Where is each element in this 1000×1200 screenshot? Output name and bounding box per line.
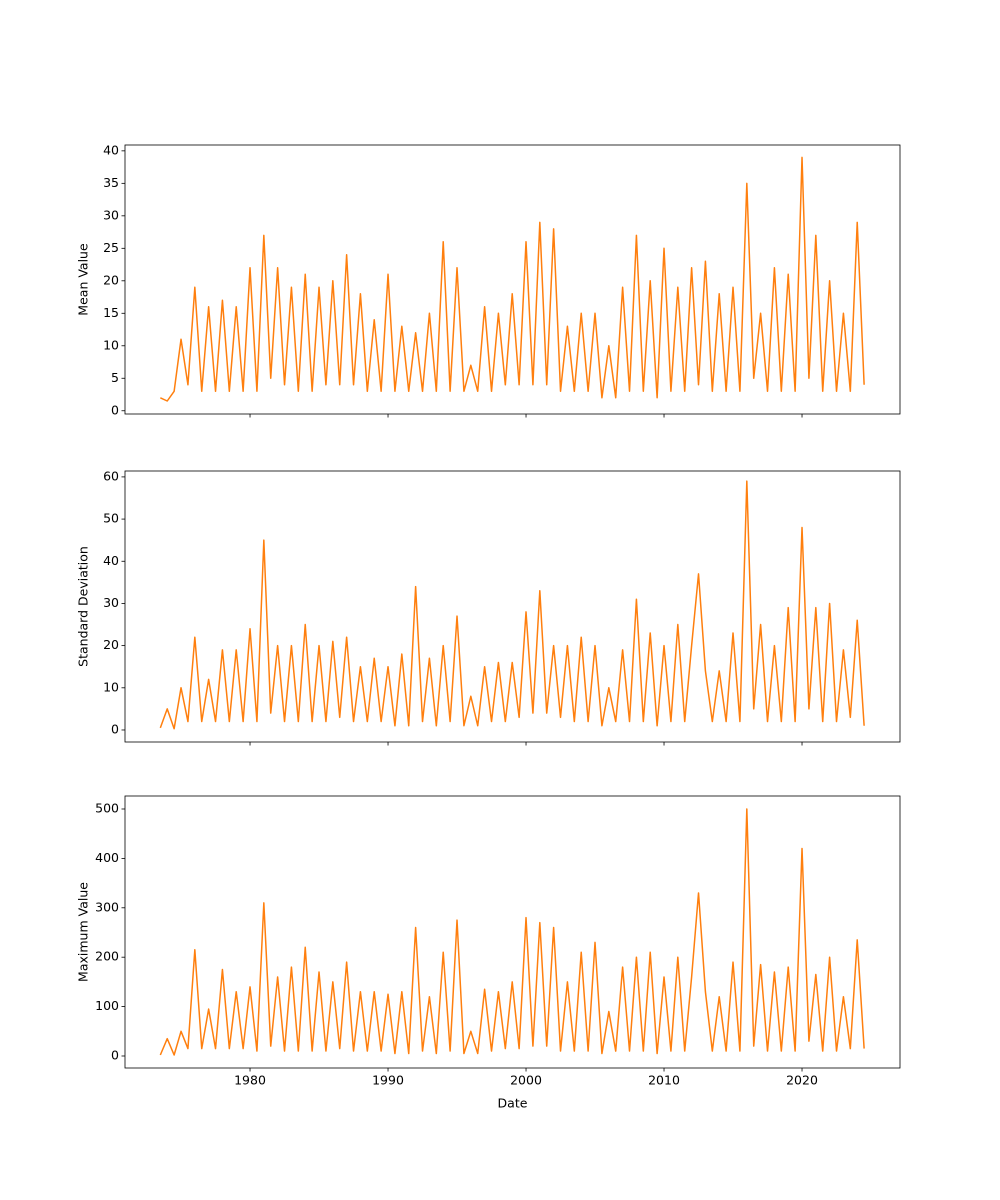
data-line (160, 156, 865, 402)
axes-frame (124, 144, 901, 415)
y-tick-label: 10 (103, 337, 119, 352)
y-tick-label: 10 (103, 679, 119, 694)
y-tick-label: 200 (95, 949, 119, 964)
y-tick-label: 50 (103, 511, 119, 526)
y-tick-label: 0 (111, 1047, 119, 1062)
y-tick-label: 0 (111, 402, 119, 417)
data-line (159, 480, 865, 730)
x-tick-label: 1990 (372, 1073, 404, 1088)
axes-frame (124, 470, 901, 743)
x-tick-label: 2020 (786, 1073, 818, 1088)
y-tick-label: 40 (103, 553, 119, 568)
y-tick-label: 0 (111, 721, 119, 736)
x-tick-label: 2000 (510, 1073, 542, 1088)
y-tick-label: 15 (103, 305, 119, 320)
y-tick-label: 20 (103, 272, 119, 287)
y-tick-label: 20 (103, 637, 119, 652)
y-tick-label: 400 (95, 850, 119, 865)
y-tick-label: 300 (95, 899, 119, 914)
y-tick-label: 100 (95, 998, 119, 1013)
y-axis-label: Standard Deviation (76, 546, 91, 667)
y-tick-label: 35 (103, 175, 119, 190)
y-axis-label: Maximum Value (76, 882, 91, 982)
y-axis-label: Mean Value (76, 243, 91, 316)
y-tick-label: 30 (103, 595, 119, 610)
data-line (159, 808, 865, 1056)
y-tick-label: 60 (103, 468, 119, 483)
x-tick-label: 1980 (234, 1073, 266, 1088)
axes-frame (124, 795, 901, 1069)
x-tick-label: 2010 (648, 1073, 680, 1088)
y-tick-label: 5 (111, 370, 119, 385)
y-tick-label: 40 (103, 142, 119, 157)
x-axis-label: Date (498, 1096, 528, 1111)
y-tick-label: 500 (95, 800, 119, 815)
y-tick-label: 30 (103, 207, 119, 222)
y-tick-label: 25 (103, 240, 119, 255)
